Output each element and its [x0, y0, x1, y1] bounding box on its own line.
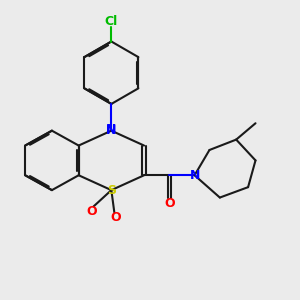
Text: O: O [164, 197, 175, 210]
Text: Cl: Cl [105, 15, 118, 28]
Text: O: O [110, 211, 121, 224]
Text: N: N [189, 169, 200, 182]
Text: N: N [106, 124, 116, 137]
Text: S: S [107, 184, 116, 196]
Text: O: O [87, 205, 98, 218]
Text: N: N [106, 123, 116, 136]
